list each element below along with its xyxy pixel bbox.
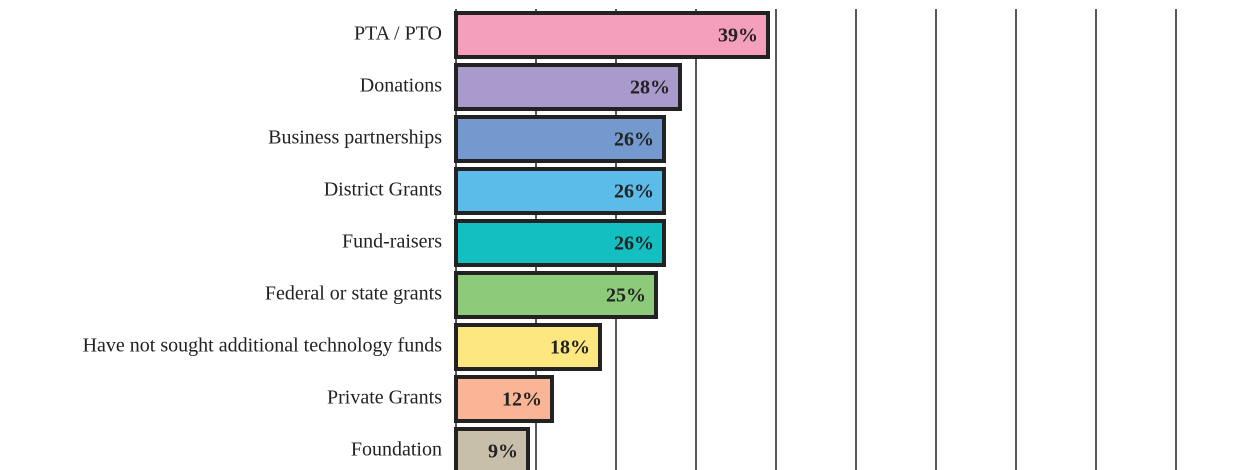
value-label: 9% <box>488 441 518 463</box>
bar <box>454 115 666 163</box>
bar <box>454 375 554 423</box>
bar <box>454 323 602 371</box>
category-label: District Grants <box>324 179 443 201</box>
bar <box>454 63 682 111</box>
bar <box>454 167 666 215</box>
value-label: 28% <box>630 77 670 99</box>
value-label: 26% <box>614 181 654 203</box>
category-label: Foundation <box>351 439 442 461</box>
category-label: Have not sought additional technology fu… <box>83 335 443 357</box>
category-label: Private Grants <box>327 387 442 409</box>
category-label: Federal or state grants <box>265 283 442 305</box>
value-label: 39% <box>718 25 758 47</box>
value-label: 26% <box>614 233 654 255</box>
bar <box>454 271 658 319</box>
category-label: Fund-raisers <box>342 231 442 253</box>
value-label: 25% <box>606 285 646 307</box>
category-label: PTA / PTO <box>354 23 442 45</box>
bar <box>454 11 770 59</box>
bar <box>454 219 666 267</box>
value-label: 12% <box>502 389 542 411</box>
value-label: 18% <box>550 337 590 359</box>
value-label: 26% <box>614 129 654 151</box>
bar <box>454 427 530 470</box>
category-label: Donations <box>360 75 442 97</box>
category-label: Business partnerships <box>268 127 442 149</box>
